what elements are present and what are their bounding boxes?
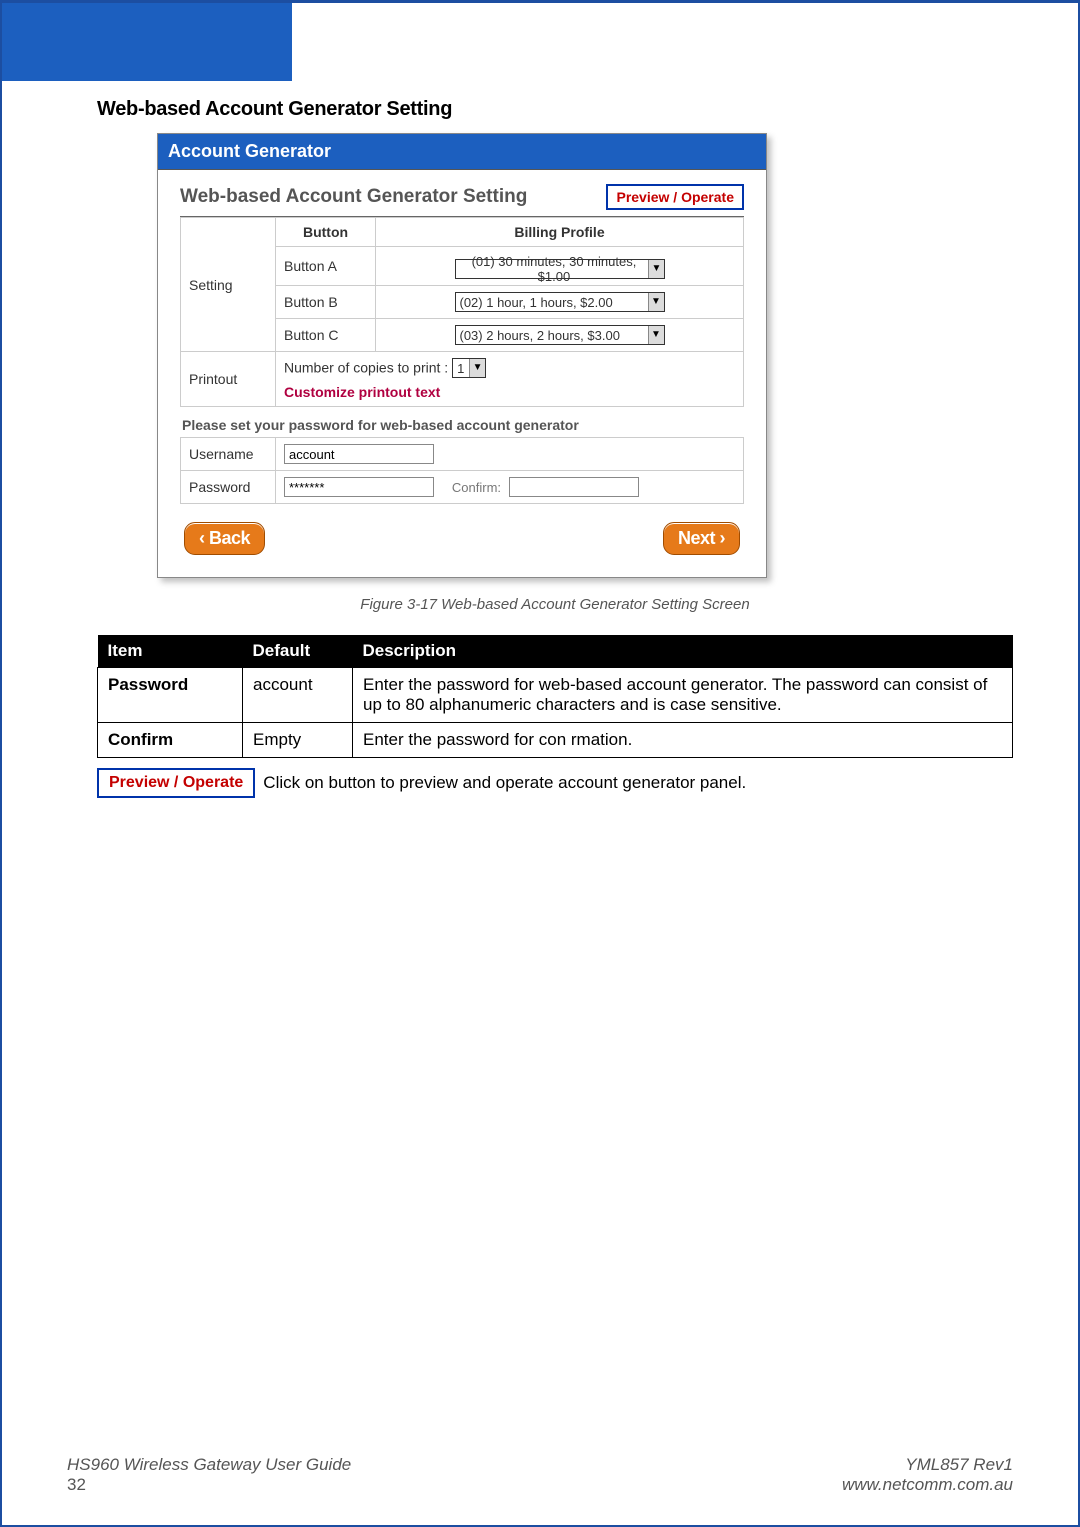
preview-operate-caption: Click on button to preview and operate a… [263, 773, 746, 793]
figure-caption: Figure 3-17 Web-based Account Generator … [157, 596, 953, 613]
confirm-input[interactable] [509, 477, 639, 497]
back-button[interactable]: ‹ Back [184, 522, 265, 555]
col-header-profile: Billing Profile [376, 218, 744, 247]
footer-page-number: 32 [67, 1475, 351, 1495]
copies-label: Number of copies to print : [284, 360, 448, 376]
set-password-prompt: Please set your password for web-based a… [180, 407, 744, 437]
table-row: Confirm Empty Enter the password for con… [98, 723, 1013, 758]
printout-rowlabel: Printout [181, 352, 276, 407]
section-title: Web-based Account Generator Setting [97, 98, 1013, 121]
desc-description: Enter the password for web-based account… [353, 668, 1013, 723]
header-brand-block [2, 3, 292, 81]
desc-description: Enter the password for con rmation. [353, 723, 1013, 758]
select-value: (02) 1 hour, 1 hours, $2.00 [460, 295, 613, 310]
credentials-table: Username Password Confirm: [180, 437, 744, 504]
col-header-item: Item [98, 635, 243, 668]
screenshot-frame: Account Generator Web-based Account Gene… [157, 133, 767, 578]
footer-doc-rev: YML857 Rev1 [842, 1455, 1013, 1475]
select-value: (01) 30 minutes, 30 minutes, $1.00 [460, 254, 649, 284]
copies-select[interactable]: 1 ▼ [452, 358, 486, 378]
button-b-label: Button B [276, 286, 376, 319]
desc-default: Empty [243, 723, 353, 758]
billing-profile-select-a[interactable]: (01) 30 minutes, 30 minutes, $1.00 ▼ [455, 259, 665, 279]
billing-profile-select-c[interactable]: (03) 2 hours, 2 hours, $3.00 ▼ [455, 325, 665, 345]
table-row: Username [181, 438, 744, 471]
preview-operate-button[interactable]: Preview / Operate [606, 184, 744, 210]
col-header-button: Button [276, 218, 376, 247]
button-c-label: Button C [276, 319, 376, 352]
password-label: Password [181, 471, 276, 504]
select-value: (03) 2 hours, 2 hours, $3.00 [460, 328, 620, 343]
desc-default: account [243, 668, 353, 723]
confirm-label: Confirm: [452, 480, 501, 495]
chevron-down-icon: ▼ [469, 359, 485, 377]
password-input[interactable] [284, 477, 434, 497]
col-header-default: Default [243, 635, 353, 668]
setting-rowlabel: Setting [181, 218, 276, 352]
next-button[interactable]: Next › [663, 522, 740, 555]
page-footer: HS960 Wireless Gateway User Guide 32 YML… [67, 1455, 1013, 1495]
table-row: Password Confirm: [181, 471, 744, 504]
desc-item: Confirm [98, 723, 243, 758]
chevron-down-icon: ▼ [648, 260, 663, 278]
chevron-down-icon: ▼ [648, 293, 664, 311]
table-row: Password account Enter the password for … [98, 668, 1013, 723]
billing-profile-select-b[interactable]: (02) 1 hour, 1 hours, $2.00 ▼ [455, 292, 665, 312]
customize-printout-link[interactable]: Customize printout text [284, 384, 440, 400]
username-label: Username [181, 438, 276, 471]
desc-item: Password [98, 668, 243, 723]
screenshot-titlebar: Account Generator [158, 134, 766, 170]
username-input[interactable] [284, 444, 434, 464]
screenshot-subtitle: Web-based Account Generator Setting [180, 186, 594, 208]
footer-guide-title: HS960 Wireless Gateway User Guide [67, 1455, 351, 1475]
col-header-description: Description [353, 635, 1013, 668]
footer-url: www.netcomm.com.au [842, 1475, 1013, 1495]
preview-operate-button-inline[interactable]: Preview / Operate [97, 768, 255, 798]
settings-table: Setting Button Billing Profile Button A … [180, 217, 744, 407]
button-a-label: Button A [276, 247, 376, 286]
chevron-down-icon: ▼ [648, 326, 664, 344]
select-value: 1 [457, 361, 464, 376]
description-table: Item Default Description Password accoun… [97, 635, 1013, 758]
